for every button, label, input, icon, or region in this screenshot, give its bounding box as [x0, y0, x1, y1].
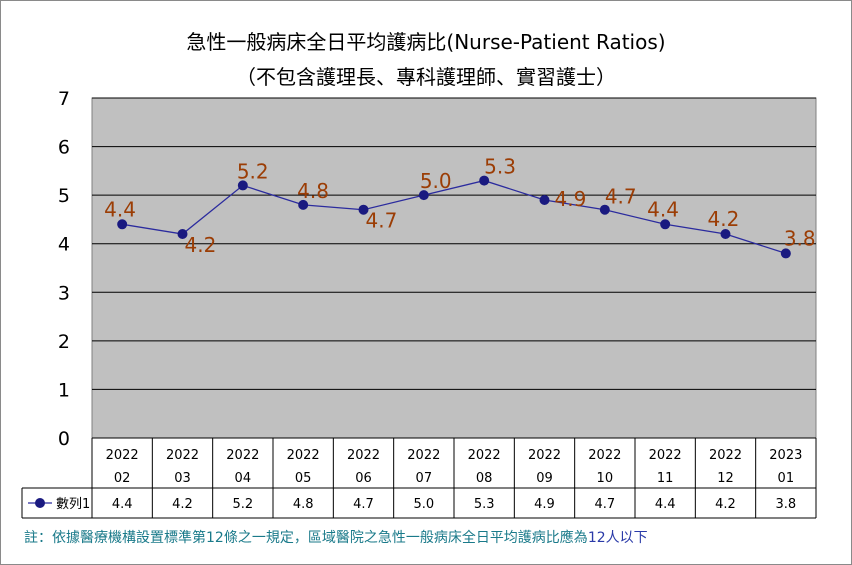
x-tick-label-year: 2022 [287, 448, 320, 463]
data-label: 4.2 [708, 207, 740, 231]
data-point [599, 204, 610, 215]
table-value: 4.9 [534, 497, 555, 512]
x-tick-label-year: 2022 [528, 448, 561, 463]
x-tick-label-month: 07 [416, 471, 433, 486]
legend-marker [35, 498, 45, 508]
data-point [358, 204, 369, 215]
x-tick-label-month: 01 [778, 471, 795, 486]
data-point [479, 175, 490, 186]
chart-title: 急性一般病床全日平均護病比(Nurse-Patient Ratios) [186, 30, 666, 54]
footnote: 註：依據醫療機構設置標準第12條之一規定，區域醫院之急性一般病床全日平均護病比應… [24, 527, 648, 547]
table-value: 4.4 [112, 497, 133, 512]
table-value: 4.8 [293, 497, 314, 512]
y-tick-label: 6 [58, 137, 70, 159]
x-tick-label-year: 2022 [226, 448, 259, 463]
x-tick-label-year: 2022 [709, 448, 742, 463]
table-value: 4.7 [353, 497, 374, 512]
y-tick-label: 0 [58, 428, 70, 450]
x-tick-label-year: 2023 [769, 448, 802, 463]
footnote-text: 註：依據醫療機構設置標準第12條之一規定，區域醫院之急性一般病床全日平均護病比應… [24, 530, 588, 546]
x-tick-label-year: 2022 [407, 448, 440, 463]
x-tick-label-month: 03 [174, 471, 191, 486]
x-tick-label-month: 02 [114, 471, 131, 486]
table-value: 5.2 [232, 497, 253, 512]
x-tick-label-month: 08 [476, 471, 493, 486]
data-label: 4.4 [104, 197, 136, 221]
x-tick-label-month: 10 [597, 471, 614, 486]
data-label: 4.9 [555, 187, 587, 211]
x-tick-label-year: 2022 [588, 448, 621, 463]
table-value: 4.4 [655, 497, 676, 512]
x-tick-label-year: 2022 [166, 448, 199, 463]
series-line [122, 179, 787, 255]
chart-subtitle: （不包含護理長、專科護理師、實習護士） [236, 65, 616, 89]
data-point [720, 229, 731, 239]
legend-label: 數列1 [56, 497, 90, 512]
x-tick-label-month: 04 [235, 471, 252, 486]
table-value: 5.0 [413, 497, 434, 512]
data-label: 5.3 [484, 155, 516, 179]
data-label: 4.4 [647, 197, 679, 221]
x-tick-label-year: 2022 [347, 448, 380, 463]
data-point [418, 190, 429, 201]
data-point [298, 199, 309, 210]
x-tick-label-year: 2022 [468, 448, 501, 463]
data-label: 3.8 [784, 226, 816, 250]
y-tick-label: 1 [58, 379, 70, 401]
x-tick-label-month: 11 [657, 471, 674, 486]
y-tick-label: 3 [58, 282, 70, 304]
table-value: 3.8 [775, 497, 796, 512]
footnote-highlight: 12人以下 [587, 530, 648, 546]
y-tick-label: 5 [58, 185, 70, 207]
x-tick-label-year: 2022 [106, 448, 139, 463]
x-tick-label-month: 05 [295, 471, 312, 486]
data-label: 4.7 [366, 209, 398, 233]
data-point [177, 229, 188, 239]
data-point [237, 180, 248, 191]
plot-area [91, 97, 817, 439]
data-label: 4.8 [297, 179, 329, 203]
data-point [539, 195, 550, 205]
x-tick-label-month: 12 [717, 471, 734, 486]
y-tick-label: 2 [58, 331, 70, 353]
y-tick-label: 7 [58, 88, 70, 110]
data-point [117, 219, 128, 230]
x-tick-label-month: 06 [355, 471, 372, 486]
table-value: 4.2 [172, 497, 193, 512]
x-tick-label-year: 2022 [649, 448, 682, 463]
data-label: 5.0 [420, 169, 452, 193]
data-label: 4.2 [185, 233, 217, 257]
table-value: 5.3 [474, 497, 495, 512]
data-label: 4.7 [605, 185, 637, 209]
x-tick-label-month: 09 [536, 471, 553, 486]
y-tick-label: 4 [58, 234, 70, 256]
data-point [780, 248, 791, 259]
table-value: 4.2 [715, 497, 736, 512]
table-value: 4.7 [594, 497, 615, 512]
data-point [660, 219, 671, 230]
data-label: 5.2 [237, 159, 269, 183]
